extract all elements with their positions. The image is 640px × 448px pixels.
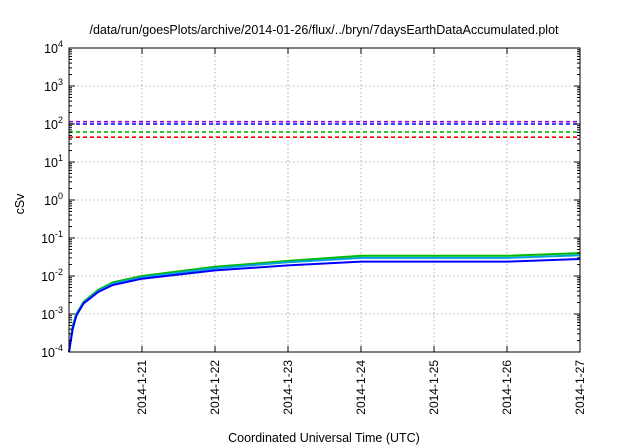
y-tick-label: 103 — [44, 77, 63, 94]
y-tick-label: 10-2 — [41, 267, 63, 284]
chart-grid — [69, 48, 580, 352]
y-axis-ticks: 10-4 10-3 10-2 10-1 100 101 102 103 104 — [41, 39, 580, 360]
y-tick-label: 10-1 — [41, 229, 63, 246]
y-axis-label: cSv — [13, 193, 27, 215]
chart-title: /data/run/goesPlots/archive/2014-01-26/f… — [89, 23, 559, 37]
series-lines — [68, 252, 581, 353]
x-tick-label: 2014-1-27 — [573, 360, 587, 415]
y-tick-label: 104 — [44, 39, 63, 56]
series-line — [68, 254, 581, 353]
y-tick-label: 101 — [44, 153, 63, 170]
series-line — [68, 252, 581, 353]
x-tick-label: 2014-1-24 — [354, 360, 368, 415]
y-tick-label: 10-4 — [41, 343, 63, 360]
x-tick-label: 2014-1-26 — [500, 360, 514, 415]
x-tick-label: 2014-1-22 — [208, 360, 222, 415]
y-tick-label: 10-3 — [41, 305, 63, 322]
x-axis-ticks: 2014-1-21 2014-1-22 2014-1-23 2014-1-24 2014… — [135, 48, 587, 415]
x-tick-label: 2014-1-25 — [427, 360, 441, 415]
x-tick-label: 2014-1-23 — [281, 360, 295, 415]
series-line — [68, 258, 581, 353]
x-axis-label: Coordinated Universal Time (UTC) — [228, 431, 420, 445]
reference-lines — [69, 120, 580, 138]
y-tick-label: 102 — [44, 115, 63, 132]
x-tick-label: 2014-1-21 — [135, 360, 149, 415]
y-tick-label: 100 — [44, 191, 63, 208]
